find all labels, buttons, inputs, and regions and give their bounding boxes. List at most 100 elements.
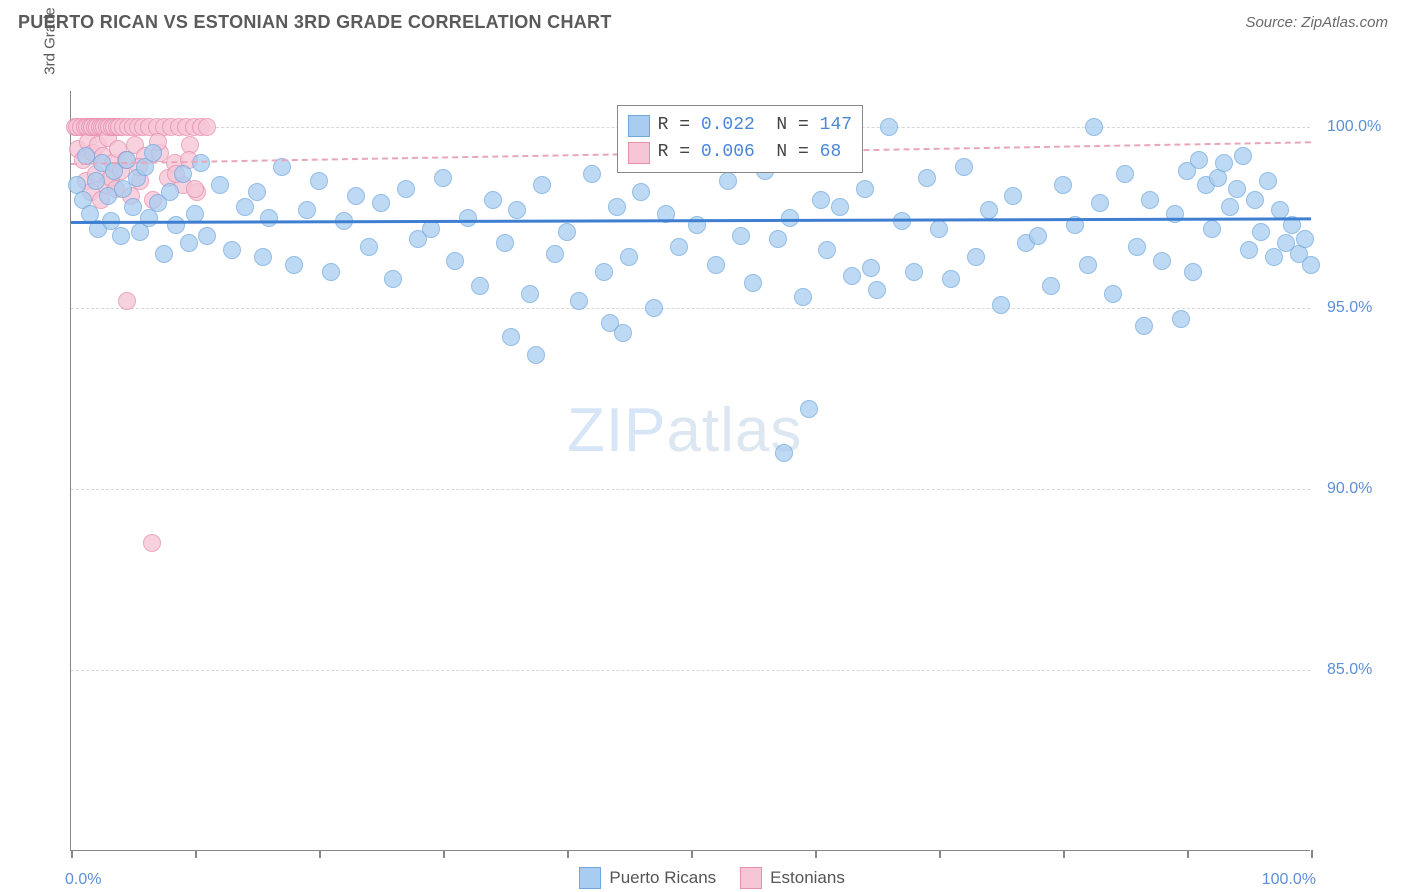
plot-region: ZIPatlas 85.0%90.0%95.0%100.0%0.0%100.0%… xyxy=(70,91,1310,851)
puerto-ricans-point xyxy=(930,220,948,238)
puerto-ricans-point xyxy=(719,172,737,190)
puerto-ricans-point xyxy=(285,256,303,274)
puerto-ricans-point xyxy=(608,198,626,216)
puerto-ricans-point xyxy=(1141,191,1159,209)
estonians-point xyxy=(198,118,216,136)
x-tick xyxy=(691,850,693,858)
y-tick-label: 100.0% xyxy=(1327,118,1381,136)
x-tick xyxy=(1063,850,1065,858)
puerto-ricans-point xyxy=(502,328,520,346)
puerto-ricans-point xyxy=(527,346,545,364)
puerto-ricans-point xyxy=(248,183,266,201)
legend-swatch xyxy=(579,867,601,889)
puerto-ricans-point xyxy=(384,270,402,288)
puerto-ricans-point xyxy=(670,238,688,256)
puerto-ricans-point xyxy=(812,191,830,209)
puerto-ricans-point xyxy=(508,201,526,219)
puerto-ricans-point xyxy=(471,277,489,295)
puerto-ricans-point xyxy=(856,180,874,198)
puerto-ricans-point xyxy=(992,296,1010,314)
y-tick-label: 90.0% xyxy=(1327,480,1372,498)
puerto-ricans-point xyxy=(620,248,638,266)
gridline xyxy=(71,489,1310,490)
puerto-ricans-point xyxy=(1240,241,1258,259)
legend-item: Puerto Ricans xyxy=(579,867,716,889)
puerto-ricans-point xyxy=(1085,118,1103,136)
puerto-ricans-point xyxy=(1296,230,1314,248)
puerto-ricans-point xyxy=(1172,310,1190,328)
puerto-ricans-point xyxy=(254,248,272,266)
puerto-ricans-point xyxy=(1252,223,1270,241)
puerto-ricans-point xyxy=(868,281,886,299)
x-tick xyxy=(1311,850,1313,858)
puerto-ricans-point xyxy=(1079,256,1097,274)
stats-text: R = 0.022 N = 147 xyxy=(658,112,852,139)
puerto-ricans-point xyxy=(198,227,216,245)
puerto-ricans-point xyxy=(1004,187,1022,205)
puerto-ricans-point xyxy=(880,118,898,136)
puerto-ricans-point xyxy=(521,285,539,303)
puerto-ricans-point xyxy=(1091,194,1109,212)
puerto-ricans-point xyxy=(124,198,142,216)
puerto-ricans-point xyxy=(1135,317,1153,335)
puerto-ricans-point xyxy=(310,172,328,190)
gridline xyxy=(71,308,1310,309)
puerto-ricans-point xyxy=(298,201,316,219)
puerto-ricans-point xyxy=(800,400,818,418)
puerto-ricans-point xyxy=(744,274,762,292)
puerto-ricans-point xyxy=(1246,191,1264,209)
stats-text: R = 0.006 N = 68 xyxy=(658,139,842,166)
puerto-ricans-point xyxy=(918,169,936,187)
puerto-ricans-point xyxy=(1215,154,1233,172)
puerto-ricans-point xyxy=(496,234,514,252)
puerto-ricans-point xyxy=(614,324,632,342)
stats-row: R = 0.022 N = 147 xyxy=(628,112,852,139)
x-tick xyxy=(195,850,197,858)
puerto-ricans-point xyxy=(980,201,998,219)
puerto-ricans-point xyxy=(459,209,477,227)
legend-label: Estonians xyxy=(770,868,845,888)
puerto-ricans-point xyxy=(843,267,861,285)
puerto-ricans-point xyxy=(967,248,985,266)
puerto-ricans-point xyxy=(905,263,923,281)
watermark-bold: ZIP xyxy=(567,396,666,465)
x-min-label: 0.0% xyxy=(65,871,101,889)
puerto-ricans-point xyxy=(595,263,613,281)
legend-label: Puerto Ricans xyxy=(609,868,716,888)
puerto-ricans-point xyxy=(1054,176,1072,194)
puerto-ricans-point xyxy=(260,209,278,227)
y-axis-label: 3rd Grade xyxy=(41,7,58,75)
x-tick xyxy=(1187,850,1189,858)
puerto-ricans-point xyxy=(1116,165,1134,183)
puerto-ricans-point xyxy=(775,444,793,462)
x-max-label: 100.0% xyxy=(1262,871,1316,889)
gridline xyxy=(71,670,1310,671)
puerto-ricans-point xyxy=(1029,227,1047,245)
y-tick-label: 85.0% xyxy=(1327,661,1372,679)
puerto-ricans-point xyxy=(558,223,576,241)
puerto-ricans-point xyxy=(155,245,173,263)
puerto-ricans-point xyxy=(831,198,849,216)
puerto-ricans-point xyxy=(732,227,750,245)
puerto-ricans-point xyxy=(434,169,452,187)
puerto-ricans-point xyxy=(322,263,340,281)
puerto-ricans-point xyxy=(1203,220,1221,238)
puerto-ricans-point xyxy=(583,165,601,183)
puerto-ricans-point xyxy=(192,154,210,172)
puerto-ricans-point xyxy=(955,158,973,176)
x-tick xyxy=(319,850,321,858)
puerto-ricans-point xyxy=(570,292,588,310)
puerto-ricans-point xyxy=(1042,277,1060,295)
puerto-ricans-point xyxy=(180,234,198,252)
puerto-ricans-point xyxy=(144,144,162,162)
watermark: ZIPatlas xyxy=(567,395,802,466)
puerto-ricans-point xyxy=(446,252,464,270)
puerto-ricans-point xyxy=(781,209,799,227)
x-tick xyxy=(567,850,569,858)
puerto-ricans-point xyxy=(546,245,564,263)
puerto-ricans-point xyxy=(1190,151,1208,169)
puerto-ricans-point xyxy=(112,227,130,245)
puerto-ricans-point xyxy=(397,180,415,198)
chart-title: PUERTO RICAN VS ESTONIAN 3RD GRADE CORRE… xyxy=(18,12,612,33)
puerto-ricans-point xyxy=(211,176,229,194)
